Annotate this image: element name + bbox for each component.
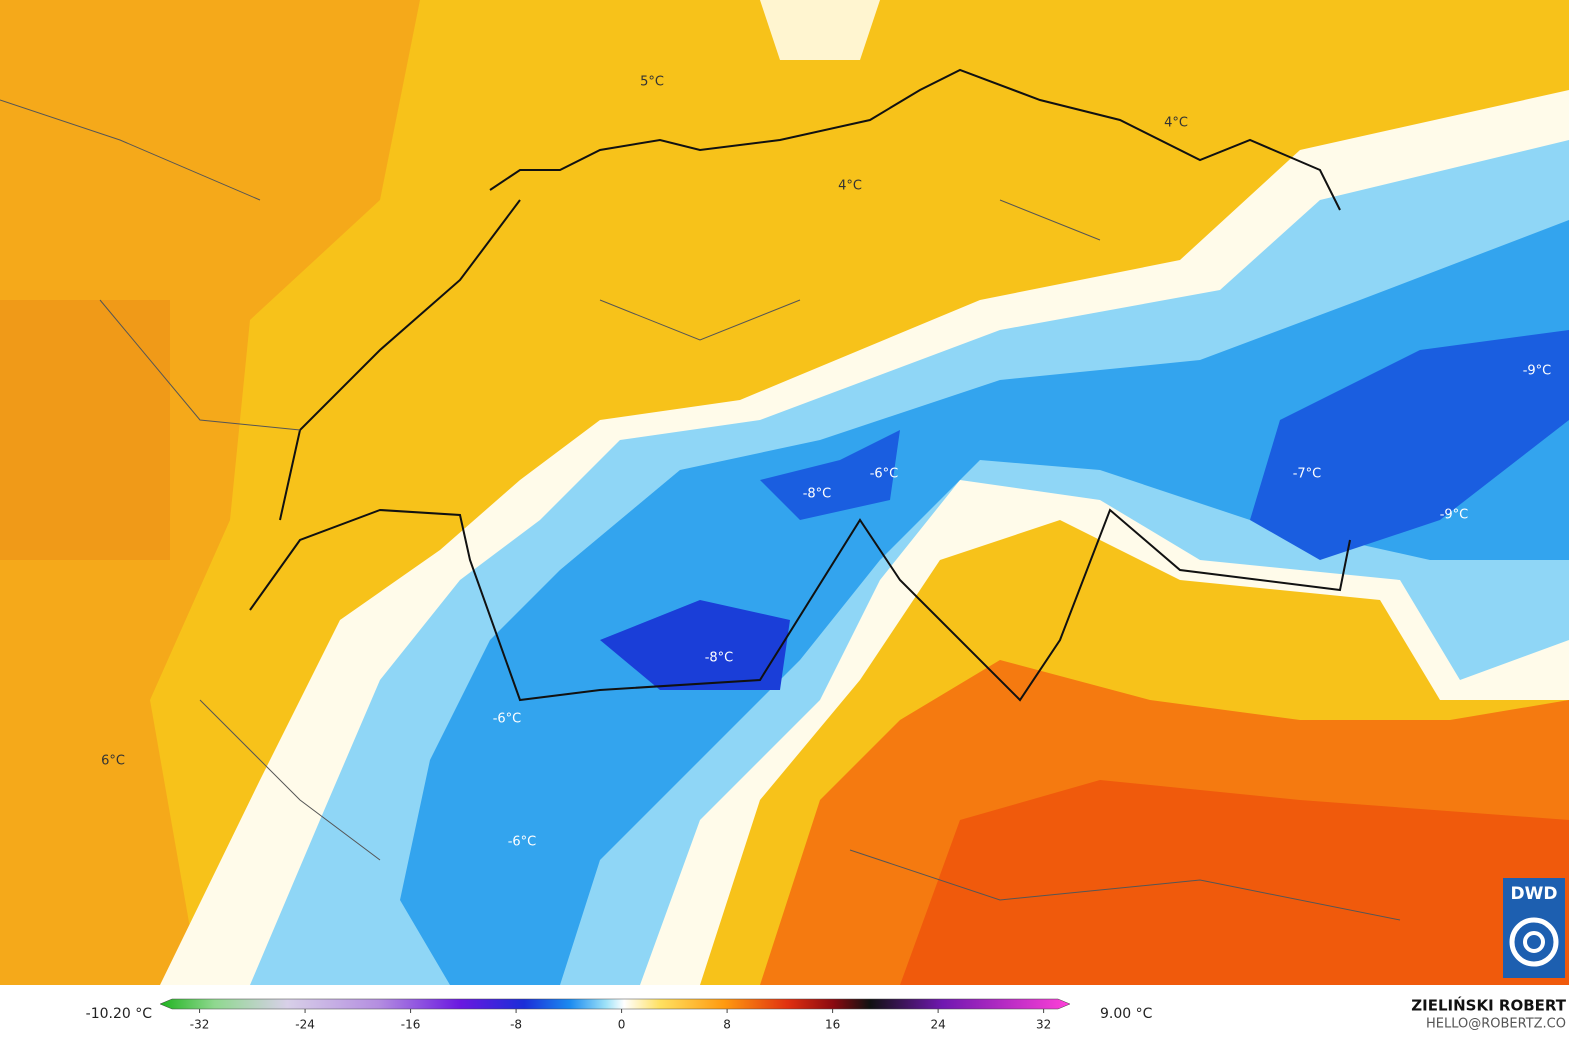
min-label: -10.20 °C bbox=[86, 1006, 153, 1022]
colorbar-tick-label: -24 bbox=[295, 1018, 315, 1032]
logo-text: DWD bbox=[1511, 884, 1558, 904]
border-line bbox=[249, 68, 1351, 702]
coldest-zone bbox=[760, 430, 900, 520]
temperature-label: -9°C bbox=[1523, 364, 1552, 379]
colorbar-tick-label: -8 bbox=[510, 1018, 522, 1032]
temperature-label: 4°C bbox=[1164, 116, 1188, 131]
temperature-label: 6°C bbox=[101, 754, 125, 769]
colorbar-tick-label: 0 bbox=[618, 1018, 626, 1032]
temperature-label: -8°C bbox=[705, 651, 734, 666]
temperature-label: -9°C bbox=[1440, 508, 1469, 523]
max-label: 9.00 °C bbox=[1100, 1006, 1153, 1022]
footer bbox=[0, 985, 1569, 1035]
colorbar bbox=[159, 998, 1071, 1010]
cool-zone bbox=[760, 0, 880, 60]
warm-zone bbox=[0, 0, 420, 985]
colorbar-tick-label: -16 bbox=[401, 1018, 421, 1032]
temperature-label: -7°C bbox=[1293, 467, 1322, 482]
credit-author: ZIELIŃSKI ROBERT bbox=[1411, 996, 1566, 1015]
warm-zone bbox=[0, 300, 170, 560]
credit-email: HELLO@ROBERTZ.CO bbox=[1426, 1017, 1566, 1032]
colorbar-ticks: -32 -24 -16 -8 0 8 16 24 32 bbox=[190, 1009, 1051, 1032]
temperature-label: -8°C bbox=[803, 487, 832, 502]
coldest-zone bbox=[600, 600, 790, 690]
temperature-label: 5°C bbox=[640, 75, 664, 90]
cold-core bbox=[400, 220, 1569, 985]
logo-swirl bbox=[1523, 931, 1545, 953]
colorbar-tick-label: 32 bbox=[1036, 1018, 1051, 1032]
dwd-logo: DWD bbox=[1503, 878, 1565, 978]
temperature-label: -6°C bbox=[493, 712, 522, 727]
colorbar-tick-label: 16 bbox=[825, 1018, 840, 1032]
temperature-label: -6°C bbox=[508, 835, 537, 850]
map: 5°C 4°C 4°C -9°C -6°C -8°C -7°C -9°C -8°… bbox=[0, 0, 1569, 985]
logo-box bbox=[1503, 878, 1565, 978]
temperature-label: 4°C bbox=[838, 179, 862, 194]
hot-zone bbox=[900, 780, 1569, 985]
coldest-zone bbox=[1250, 330, 1569, 560]
colorbar-tick-label: 8 bbox=[723, 1018, 731, 1032]
colorbar-tick-label: 24 bbox=[930, 1018, 945, 1032]
logo-swirl bbox=[1509, 917, 1559, 967]
temperature-label: -6°C bbox=[870, 467, 899, 482]
colorbar-tick-label: -32 bbox=[190, 1018, 210, 1032]
region-line bbox=[0, 99, 1401, 921]
